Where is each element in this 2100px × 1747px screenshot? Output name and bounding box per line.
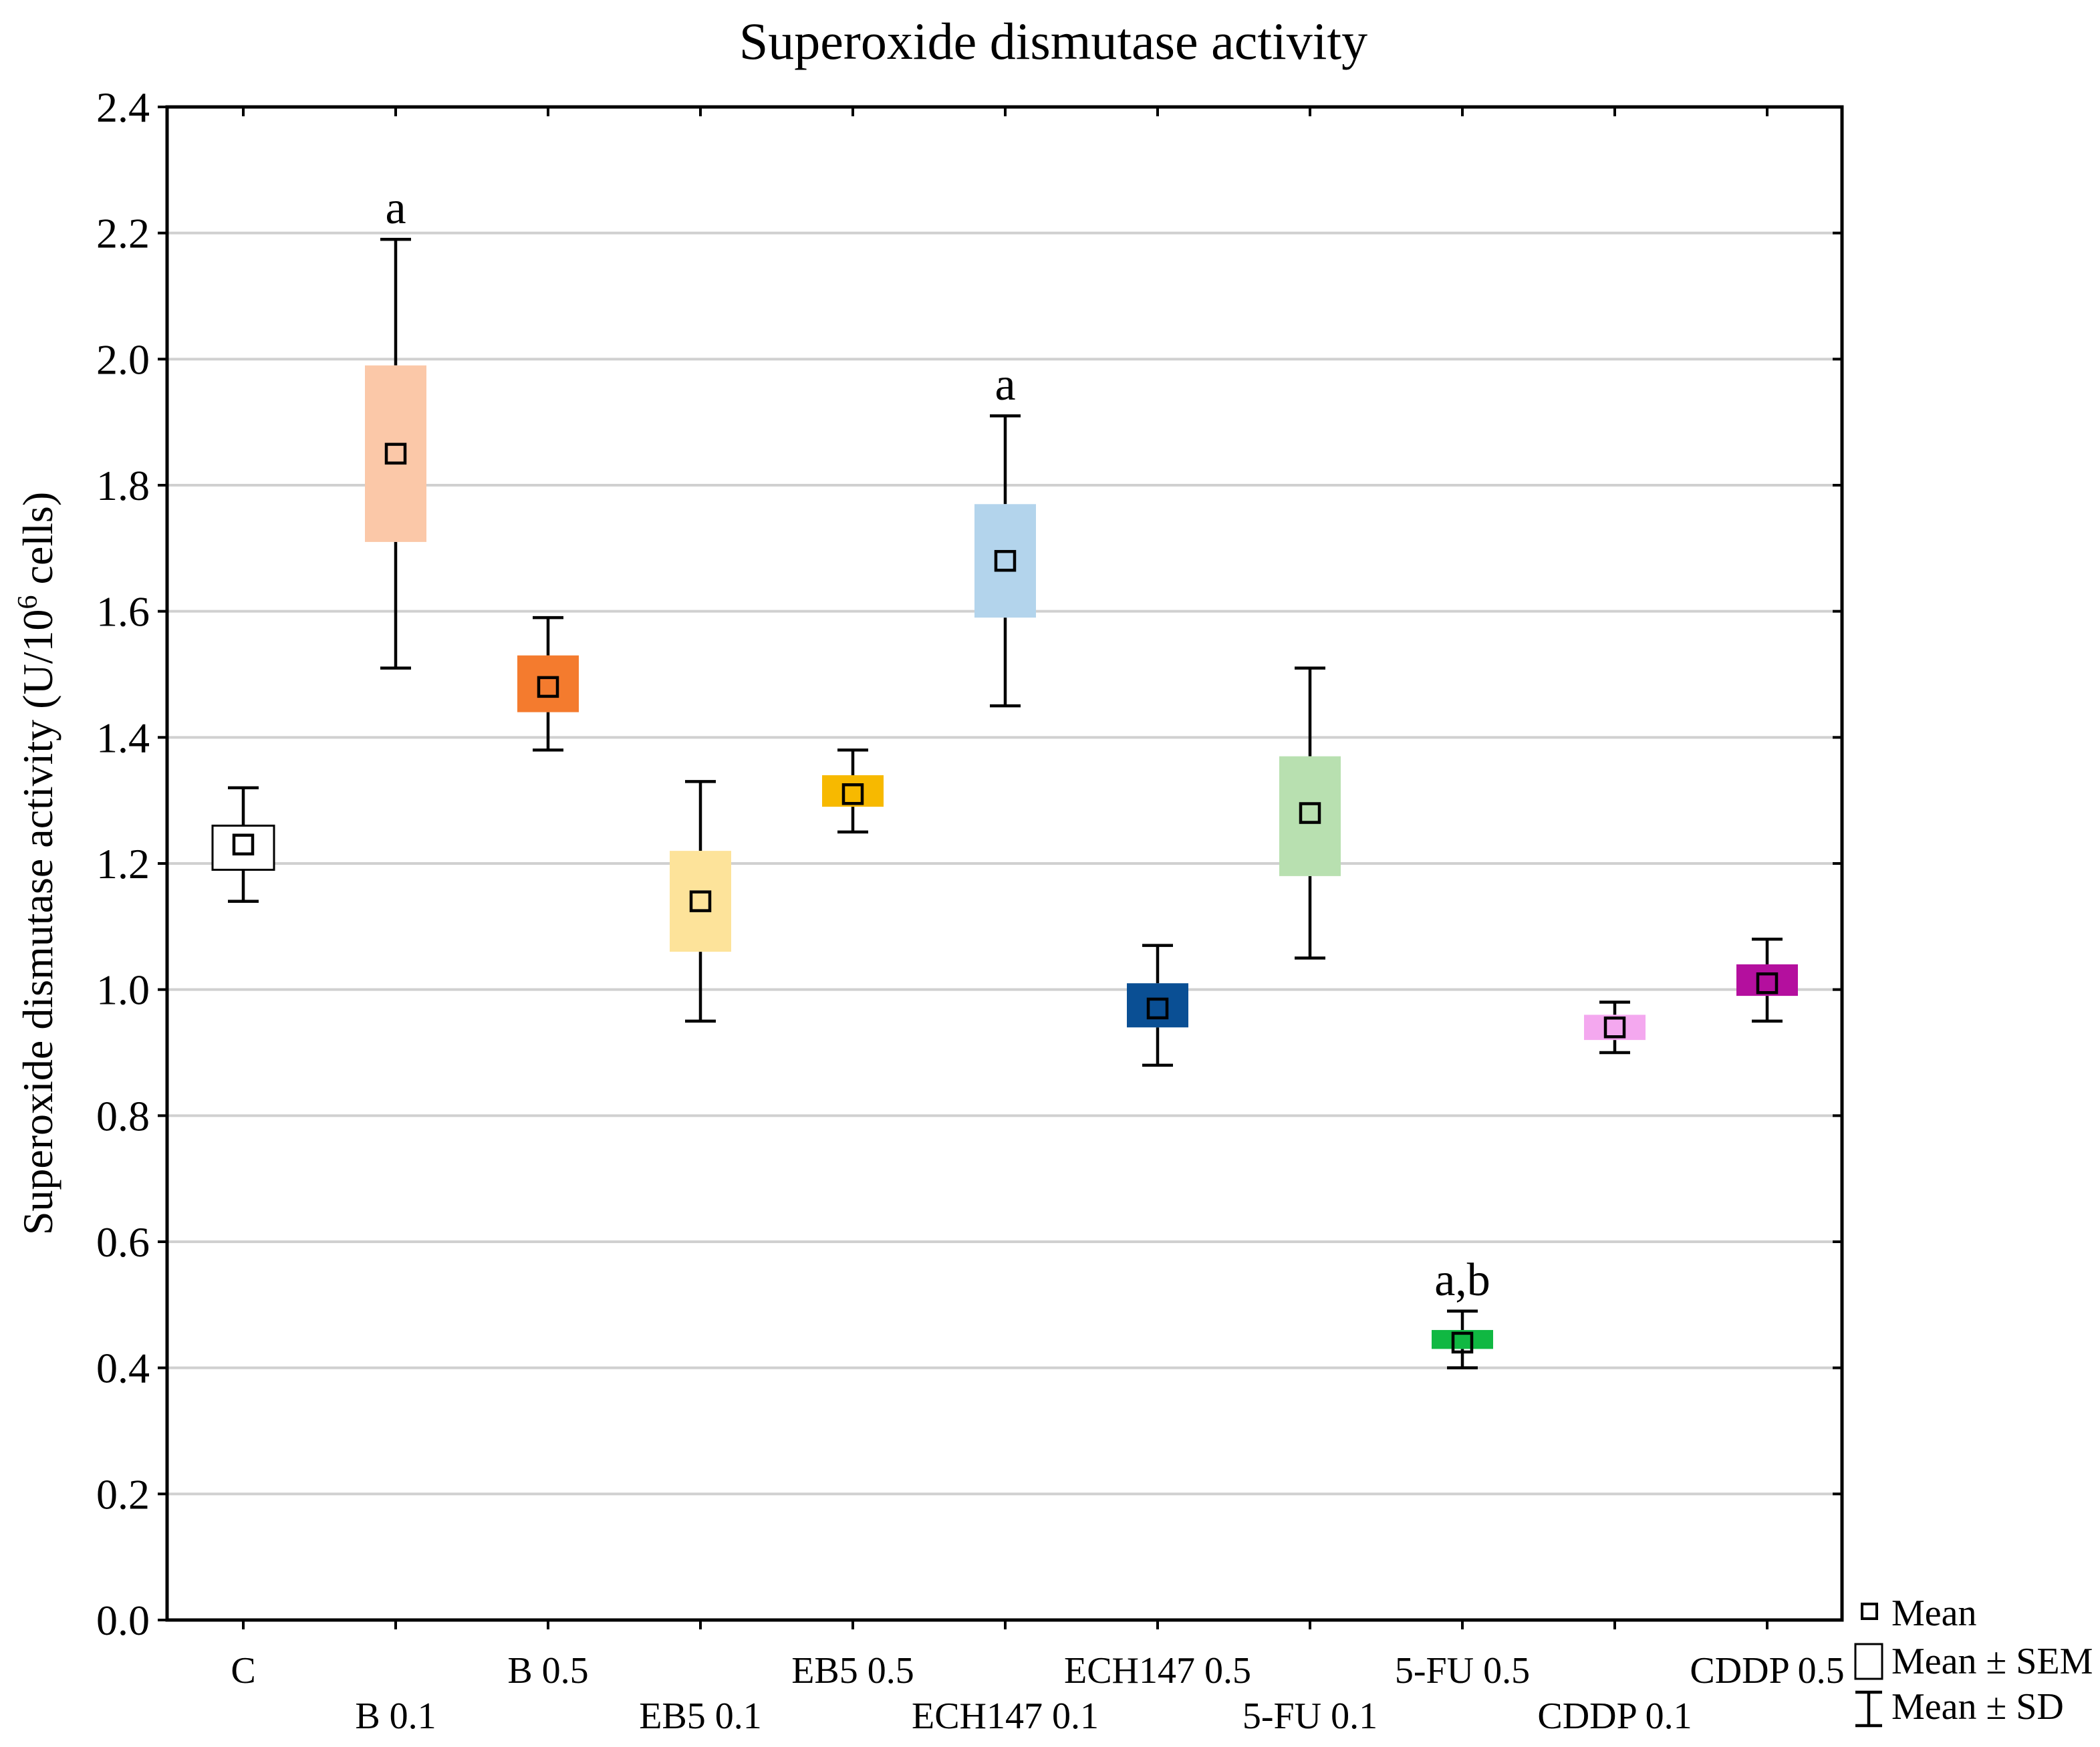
legend-sd-icon (1855, 1690, 1882, 1728)
box-group: a (974, 359, 1036, 708)
plot-area: a a a,b (211, 182, 1798, 1369)
box-group (822, 748, 884, 834)
y-tick-label: 0.6 (96, 1218, 150, 1266)
y-axis: 0.0 0.2 0.4 0.6 0.8 1.0 1.2 1.4 1.6 1.8 2.0 2.2 2.4 (96, 84, 1842, 1644)
x-category-label: EB5 0.5 (791, 1650, 914, 1692)
mean-marker (384, 442, 407, 465)
box-group (211, 786, 275, 903)
y-tick-label: 1.8 (96, 462, 150, 509)
legend-mean-icon (1861, 1603, 1878, 1620)
mean-marker (1451, 1331, 1474, 1354)
x-category-label: EB5 0.1 (639, 1696, 762, 1737)
y-tick-label: 1.6 (96, 588, 150, 636)
sem-box (670, 851, 731, 952)
box-group: a,b (1432, 1254, 1493, 1369)
y-axis-title: Superoxide dismutase activity (U/106 cel… (13, 492, 61, 1235)
legend: Mean Mean ± SEM Mean ± SD (1854, 1593, 2093, 1728)
box-group (1127, 944, 1188, 1067)
y-axis-title-main: Superoxide dismutase activity (U/10 (14, 609, 61, 1235)
box-group (1584, 1000, 1646, 1055)
box-group (517, 616, 579, 752)
x-category-label: B 0.1 (355, 1696, 436, 1737)
mean-marker (1146, 997, 1169, 1020)
y-tick-label: 1.4 (96, 714, 150, 761)
x-category-label: CDDP 0.5 (1690, 1650, 1844, 1692)
mean-marker (994, 549, 1017, 572)
sem-box (1736, 964, 1798, 996)
y-tick-label: 0.2 (96, 1470, 150, 1518)
x-category-label: CDDP 0.1 (1537, 1696, 1692, 1737)
y-tick-label: 0.0 (96, 1597, 150, 1644)
mean-marker (1603, 1017, 1626, 1039)
x-category-label: 5-FU 0.5 (1395, 1650, 1530, 1692)
y-tick-label: 1.2 (96, 840, 150, 888)
mean-marker (232, 833, 255, 855)
box-group (1736, 937, 1798, 1023)
sem-box (365, 365, 426, 542)
sem-box (517, 655, 579, 712)
y-axis-title-end: cells) (14, 492, 61, 595)
significance-label: a (385, 182, 406, 234)
mean-marker (1756, 972, 1779, 994)
y-tick-label: 2.2 (96, 210, 150, 257)
x-category-label: C (231, 1650, 255, 1692)
y-tick-label: 0.4 (96, 1345, 150, 1392)
box-group: a (365, 182, 426, 670)
y-tick-label: 0.8 (96, 1092, 150, 1139)
sem-box (822, 775, 884, 807)
x-category-label: ECH147 0.1 (912, 1696, 1099, 1737)
y-tick-label: 1.0 (96, 966, 150, 1014)
mean-marker (537, 676, 559, 698)
significance-label: a (995, 359, 1015, 410)
legend-sem-label: Mean ± SEM (1891, 1641, 2093, 1682)
legend-sd-label: Mean ± SD (1891, 1686, 2064, 1728)
y-axis-title-superscript: 6 (13, 595, 43, 609)
sem-box (974, 504, 1036, 618)
x-category-label: 5-FU 0.1 (1242, 1696, 1377, 1737)
sem-box (1127, 983, 1188, 1028)
sem-box (1279, 756, 1341, 876)
mean-marker (689, 890, 712, 912)
sem-box (211, 824, 275, 871)
y-tick-label: 2.0 (96, 335, 150, 383)
legend-sem-icon (1854, 1643, 1883, 1680)
chart-title: Superoxide dismutase activity (739, 12, 1367, 70)
mean-marker (1299, 802, 1321, 824)
y-tick-label: 2.4 (96, 84, 150, 131)
x-category-label: B 0.5 (507, 1650, 588, 1692)
legend-mean-label: Mean (1891, 1593, 1977, 1634)
significance-label: a,b (1434, 1254, 1490, 1306)
box-group (1279, 666, 1341, 960)
box-group (670, 780, 731, 1023)
mean-marker (841, 783, 864, 805)
x-category-label: ECH147 0.5 (1064, 1650, 1251, 1692)
